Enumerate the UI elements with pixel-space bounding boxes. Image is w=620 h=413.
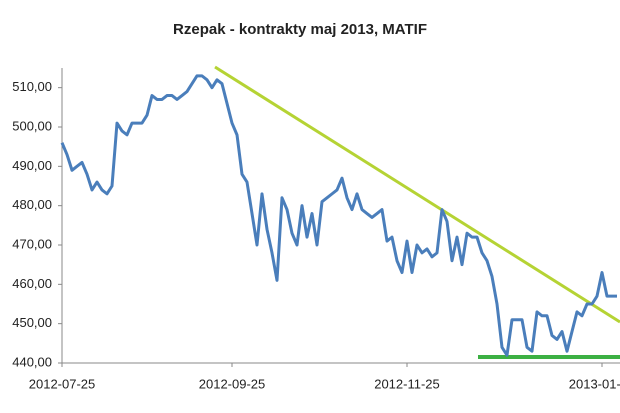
y-tick-label: 450,00 [12, 315, 52, 330]
y-tick-label: 470,00 [12, 236, 52, 251]
y-tick-label: 480,00 [12, 197, 52, 212]
y-tick-label: 460,00 [12, 276, 52, 291]
x-tick-label: 2012-07-25 [29, 376, 96, 391]
price-line [60, 74, 617, 357]
y-tick-label: 490,00 [12, 158, 52, 173]
x-tick-label: 2013-01-25 [569, 376, 620, 391]
y-tick-label: 510,00 [12, 79, 52, 94]
trend-line [214, 65, 620, 324]
chart-title: Rzepak - kontrakty maj 2013, MATIF [173, 21, 427, 38]
x-tick-label: 2012-11-25 [374, 376, 440, 391]
x-tick-label: 2012-09-25 [199, 376, 266, 391]
y-tick-label: 440,00 [12, 354, 52, 369]
y-tick-label: 500,00 [12, 118, 52, 133]
